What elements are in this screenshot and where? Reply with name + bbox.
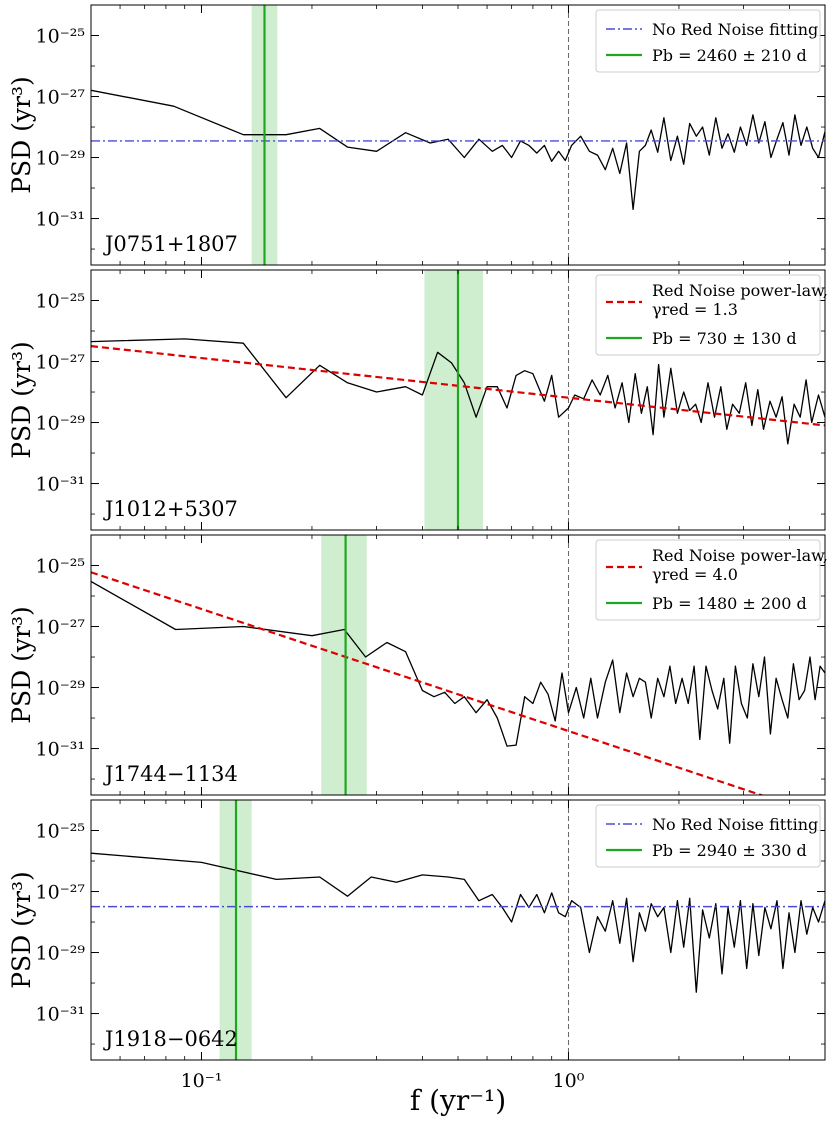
pulsar-name: J1012+5307 [103,497,238,521]
psd-series [91,338,825,445]
psd-series [91,89,825,211]
legend-model-label: Red Noise power-law, [652,281,828,300]
legend: No Red Noise fitting Pb = 2460 ± 210 d [595,9,821,73]
y-tick-label: 10⁻²⁹ [36,678,86,700]
y-tick-label: 10⁻²⁵ [36,291,85,313]
legend-period-label: Pb = 1480 ± 200 d [652,594,807,613]
y-tick-label: 10⁻²⁵ [36,556,85,578]
orbital-band [321,535,367,795]
y-tick-label: 10⁻²⁵ [36,26,85,48]
y-tick-label: 10⁻³¹ [36,739,85,761]
pulsar-name: J1744−1134 [103,762,238,786]
y-tick-label: 10⁻²⁷ [36,617,86,639]
pulsar-name: J0751+1807 [103,232,238,256]
y-tick-label: 10⁻²⁵ [36,821,85,843]
y-tick-label: 10⁻²⁹ [36,943,86,965]
legend-gamma-label: γred = 4.0 [652,565,738,584]
psd-series [91,852,825,993]
orbital-band [424,270,484,530]
legend-gamma-label: γred = 1.3 [652,300,738,319]
psd-series [91,580,825,747]
y-tick-label: 10⁻³¹ [36,474,85,496]
y-tick-label: 10⁻²⁷ [36,352,86,374]
x-axis-label: f (yr⁻¹) [410,1084,506,1117]
y-tick-label: 10⁻²⁷ [36,882,86,904]
y-tick-label: 10⁻²⁹ [36,413,86,435]
panel-4: 10⁻²⁵ 10⁻²⁷ 10⁻²⁹ 10⁻³¹ 10⁻¹ 10⁰ PSD (yr³) J191… [7,799,826,1092]
legend: Red Noise power-law,γred = 1.3 Pb = 730 ±… [595,274,828,356]
y-tick-label: 10⁻²⁷ [36,87,86,109]
y-axis-label: PSD (yr³) [7,76,36,194]
legend: No Red Noise fitting Pb = 2940 ± 330 d [595,804,821,868]
legend-baseline-label: No Red Noise fitting [652,20,818,39]
y-tick-label: 10⁻³¹ [36,1004,85,1026]
y-axis-label: PSD (yr³) [7,341,36,459]
x-tick-label: 10⁻¹ [181,1070,223,1092]
y-tick-label: 10⁻²⁹ [36,148,86,170]
legend-model-label: Red Noise power-law, [652,546,828,565]
legend-baseline-label: No Red Noise fitting [652,815,818,834]
red-noise-powerlaw-line [91,571,765,795]
legend-period-label: Pb = 730 ± 130 d [652,329,797,348]
y-tick-label: 10⁻³¹ [36,209,85,231]
y-axis-label: PSD (yr³) [7,871,36,989]
x-tick-label: 10⁰ [553,1070,585,1092]
legend: Red Noise power-law,γred = 4.0 Pb = 1480 … [595,539,828,621]
legend-period-label: Pb = 2940 ± 330 d [652,841,807,860]
y-axis-label: PSD (yr³) [7,606,36,724]
pulsar-name: J1918−0642 [103,1027,238,1051]
legend-period-label: Pb = 2460 ± 210 d [652,46,807,65]
